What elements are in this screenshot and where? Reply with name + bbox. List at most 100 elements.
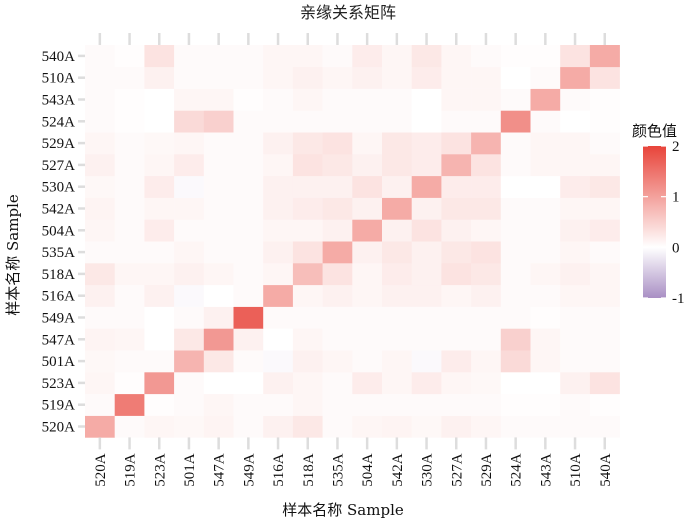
- x-tick-label-520A: 520A: [93, 453, 109, 487]
- heatmap-cell-519A-547A: [203, 393, 234, 416]
- heatmap-cell-535A-524A: [500, 241, 531, 264]
- heatmap-cell-516A-524A: [500, 284, 531, 307]
- heatmap-cell-520A-523A: [144, 415, 175, 438]
- heatmap-cell-504A-527A: [441, 219, 472, 242]
- heatmap-cell-523A-542A: [382, 372, 412, 395]
- heatmap-cell-527A-524A: [500, 154, 531, 177]
- heatmap-cell-543A-519A: [114, 88, 145, 111]
- heatmap-cell-535A-543A: [530, 241, 561, 264]
- heatmap-cell-523A-501A: [174, 372, 205, 395]
- heatmap-cell-501A-523A: [144, 350, 175, 373]
- heatmap-cell-543A-535A: [322, 88, 353, 111]
- x-tick-label-523A: 523A: [152, 453, 168, 487]
- heatmap-cell-523A-520A: [85, 372, 115, 395]
- y-tick-label-530A: 530A: [42, 180, 76, 196]
- heatmap-cell-542A-504A: [352, 197, 383, 220]
- heatmap-cell-540A-527A: [441, 45, 472, 68]
- heatmap-cell-504A-542A: [382, 219, 412, 242]
- heatmap-cell-524A-504A: [352, 110, 383, 133]
- heatmap-cell-540A-520A: [85, 45, 115, 68]
- heatmap-cell-520A-519A: [114, 415, 145, 438]
- heatmap-cell-519A-501A: [174, 393, 205, 416]
- heatmap-cell-504A-518A: [292, 219, 323, 242]
- heatmap-cell-516A-547A: [203, 284, 234, 307]
- heatmap-cell-523A-540A: [589, 372, 620, 395]
- heatmap-cell-542A-523A: [144, 197, 175, 220]
- heatmap-cell-542A-543A: [530, 197, 561, 220]
- heatmap-cell-542A-549A: [233, 197, 264, 220]
- heatmap-cell-501A-527A: [441, 350, 472, 373]
- y-tick-label-518A: 518A: [42, 267, 76, 283]
- heatmap-cell-520A-547A: [203, 415, 234, 438]
- heatmap-cell-523A-519A: [114, 372, 145, 395]
- heatmap-cell-523A-535A: [322, 372, 353, 395]
- heatmap-cell-529A-519A: [114, 132, 145, 155]
- heatmap-cell-510A-518A: [292, 66, 323, 89]
- heatmap-cell-535A-530A: [411, 241, 442, 264]
- heatmap-cell-520A-520A: [85, 415, 115, 438]
- x-tick-label-529A: 529A: [479, 453, 495, 487]
- heatmap-cell-535A-540A: [589, 241, 620, 264]
- heatmap-cell-520A-504A: [352, 415, 383, 438]
- heatmap-cell-547A-529A: [471, 328, 502, 351]
- heatmap-cell-518A-540A: [589, 263, 620, 286]
- heatmap-cell-540A-547A: [203, 45, 234, 68]
- chart-title: 亲缘关系矩阵: [300, 3, 396, 22]
- heatmap-cell-549A-516A: [263, 306, 294, 329]
- heatmap-cell-547A-542A: [382, 328, 412, 351]
- heatmap-cell-519A-510A: [560, 393, 591, 416]
- heatmap-cell-543A-543A: [530, 88, 561, 111]
- heatmap-cell-530A-547A: [203, 175, 234, 198]
- heatmap-cell-542A-540A: [589, 197, 620, 220]
- heatmap-cell-543A-529A: [471, 88, 502, 111]
- heatmap-cell-519A-543A: [530, 393, 561, 416]
- x-tick-label-504A: 504A: [360, 453, 376, 487]
- legend-tick-label-1: 1: [672, 190, 680, 206]
- heatmap-cell-520A-535A: [322, 415, 353, 438]
- heatmap-cell-524A-516A: [263, 110, 294, 133]
- heatmap-cell-518A-510A: [560, 263, 591, 286]
- heatmap-cell-523A-504A: [352, 372, 383, 395]
- y-tick-label-516A: 516A: [42, 289, 76, 305]
- x-tick-label-527A: 527A: [449, 453, 465, 487]
- heatmap-cell-519A-535A: [322, 393, 353, 416]
- top-axis-ticks: [98, 33, 606, 45]
- heatmap-cell-519A-520A: [85, 393, 115, 416]
- heatmap-cell-519A-527A: [441, 393, 472, 416]
- y-tick-label-535A: 535A: [42, 245, 76, 261]
- heatmap-cell-530A-530A: [411, 175, 442, 198]
- heatmap-cell-523A-523A: [144, 372, 175, 395]
- heatmap-cell-504A-519A: [114, 219, 145, 242]
- heatmap-cell-543A-504A: [352, 88, 383, 111]
- heatmap-cell-524A-535A: [322, 110, 353, 133]
- heatmap-cell-524A-501A: [174, 110, 205, 133]
- x-tick-label-535A: 535A: [330, 453, 346, 487]
- heatmap-cell-510A-542A: [382, 66, 412, 89]
- y-tick-label-504A: 504A: [42, 223, 76, 239]
- heatmap-cell-504A-547A: [203, 219, 234, 242]
- heatmap-cell-530A-519A: [114, 175, 145, 198]
- heatmap-cell-527A-542A: [382, 154, 412, 177]
- heatmap-cell-523A-529A: [471, 372, 502, 395]
- heatmap-cell-510A-504A: [352, 66, 383, 89]
- heatmap-cell-530A-501A: [174, 175, 205, 198]
- heatmap-cell-547A-501A: [174, 328, 205, 351]
- heatmap-cell-527A-547A: [203, 154, 234, 177]
- heatmap-cell-501A-518A: [292, 350, 323, 373]
- heatmap-cell-543A-547A: [203, 88, 234, 111]
- heatmap-cell-547A-518A: [292, 328, 323, 351]
- heatmap-cell-527A-530A: [411, 154, 442, 177]
- heatmap-cell-529A-535A: [322, 132, 353, 155]
- heatmap-cell-547A-543A: [530, 328, 561, 351]
- heatmap-cell-516A-535A: [322, 284, 353, 307]
- heatmap-cell-547A-547A: [203, 328, 234, 351]
- heatmap-cell-518A-520A: [85, 263, 115, 286]
- heatmap-cell-535A-501A: [174, 241, 205, 264]
- heatmap-cell-549A-501A: [174, 306, 205, 329]
- heatmap-cell-523A-516A: [263, 372, 294, 395]
- heatmap-cell-518A-543A: [530, 263, 561, 286]
- heatmap-cell-529A-524A: [500, 132, 531, 155]
- heatmap-cell-542A-524A: [500, 197, 531, 220]
- heatmap-cell-519A-549A: [233, 393, 264, 416]
